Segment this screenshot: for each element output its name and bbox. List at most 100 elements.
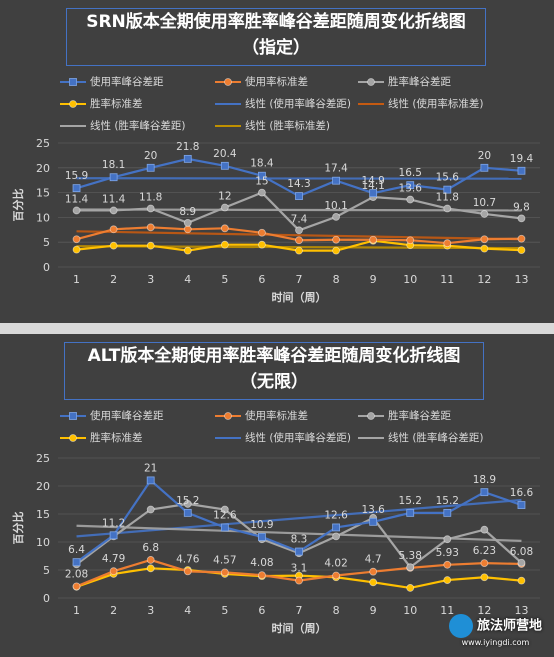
x-tick-label: 9 — [370, 604, 377, 617]
legend-swatch — [60, 99, 86, 109]
chart-title: ALT版本全期使用率胜率峰谷差距随周变化折线图 — [87, 346, 461, 366]
legend-swatch-marker — [367, 412, 375, 420]
data-point — [406, 563, 415, 572]
data-point — [109, 225, 118, 234]
chart-title: SRN版本全期使用率胜率峰谷差距随周变化折线图 — [86, 12, 466, 32]
data-point — [183, 508, 192, 517]
legend-item-series: 使用率标准差 — [215, 408, 308, 423]
data-point — [480, 163, 489, 172]
x-tick-label: 13 — [514, 273, 528, 286]
x-tick-label: 12 — [477, 604, 491, 617]
legend-item-series: 胜率标准差 — [60, 430, 143, 445]
data-point — [480, 244, 489, 253]
legend-item-series: 胜率峰谷差距 — [358, 408, 451, 423]
y-tick-label: 0 — [43, 261, 50, 274]
legend-item-series: 使用率峰谷差距 — [60, 408, 164, 423]
legend-swatch — [60, 433, 86, 443]
data-point — [220, 505, 229, 514]
data-point — [406, 584, 415, 592]
data-point — [480, 525, 489, 534]
x-tick-label: 13 — [514, 604, 528, 617]
data-point — [109, 531, 118, 540]
legend-swatch — [358, 77, 384, 87]
x-tick-label: 4 — [184, 273, 191, 286]
data-label: 17.4 — [324, 163, 348, 175]
data-point — [443, 239, 452, 248]
data-point — [72, 245, 81, 254]
data-label: 5.93 — [436, 547, 459, 559]
data-point — [258, 533, 266, 541]
x-tick-label: 11 — [440, 273, 454, 286]
trendline — [76, 230, 522, 241]
data-point — [72, 235, 81, 244]
x-tick-label: 1 — [73, 604, 80, 617]
x-tick-label: 10 — [403, 604, 417, 617]
legend-swatch — [215, 99, 241, 109]
data-point — [332, 571, 340, 580]
watermark-logo: 旅法师营地 www.iyingdi.com — [448, 614, 542, 647]
data-label: 12 — [218, 190, 231, 202]
data-point — [517, 501, 526, 509]
data-point — [258, 240, 266, 249]
x-tick-label: 6 — [258, 604, 265, 617]
data-point — [443, 204, 452, 213]
data-label: 15.9 — [65, 170, 88, 182]
data-label: 8.9 — [179, 206, 196, 218]
data-point — [369, 189, 378, 197]
data-label: 11.8 — [139, 191, 162, 203]
data-point — [332, 523, 340, 532]
legend-label: 使用率标准差 — [245, 410, 308, 422]
y-tick-label: 0 — [43, 592, 50, 605]
data-label: 20 — [478, 150, 491, 162]
data-point — [220, 568, 229, 577]
data-point — [220, 240, 229, 249]
data-point — [146, 204, 155, 213]
data-point — [183, 500, 192, 508]
x-tick-label: 3 — [147, 604, 154, 617]
legend-swatch-marker — [224, 412, 232, 420]
data-label: 6.08 — [510, 546, 533, 558]
x-tick-label: 5 — [221, 604, 228, 617]
data-point — [517, 166, 526, 175]
y-tick-label: 5 — [43, 236, 50, 249]
legend-label: 线性 (使用率标准差) — [388, 98, 484, 110]
data-point — [369, 578, 378, 587]
data-point — [109, 567, 118, 576]
data-label: 12.6 — [213, 509, 237, 521]
data-point — [220, 203, 229, 212]
chart-subtitle: （无限） — [240, 372, 308, 392]
data-point — [406, 181, 415, 190]
legend-swatch — [215, 411, 241, 421]
legend-item-trendline: 线性 (胜率峰谷差距) — [60, 118, 186, 133]
y-tick-label: 10 — [36, 211, 50, 224]
x-tick-label: 8 — [333, 604, 340, 617]
data-label: 7.4 — [291, 213, 308, 225]
legend-item-series: 胜率标准差 — [60, 96, 143, 111]
data-point — [220, 523, 229, 532]
data-point — [183, 246, 192, 255]
brand-logo-icon — [448, 614, 473, 638]
data-point — [480, 559, 489, 568]
data-label: 11.8 — [436, 191, 459, 203]
x-tick-label: 7 — [296, 273, 303, 286]
legend-label: 胜率峰谷差距 — [388, 76, 451, 88]
y-tick-label: 15 — [36, 508, 50, 521]
data-label: 8.3 — [291, 534, 308, 546]
data-label: 4.57 — [213, 554, 236, 566]
data-point — [258, 188, 266, 197]
data-point — [295, 192, 303, 200]
legend-item-trendline: 线性 (使用率峰谷差距) — [215, 430, 351, 445]
data-label: 4.02 — [324, 557, 347, 569]
data-point — [406, 236, 415, 245]
y-tick-label: 15 — [36, 187, 50, 200]
legend-label: 线性 (胜率峰谷差距) — [90, 120, 186, 132]
data-point — [183, 218, 192, 227]
data-label: 18.4 — [250, 158, 274, 170]
x-tick-label: 9 — [370, 273, 377, 286]
data-label: 20 — [144, 150, 157, 162]
data-label: 13.6 — [399, 183, 423, 195]
legend-item-series: 胜率峰谷差距 — [358, 74, 451, 89]
data-point — [480, 488, 489, 497]
data-point — [517, 234, 526, 243]
x-tick-label: 4 — [184, 604, 191, 617]
